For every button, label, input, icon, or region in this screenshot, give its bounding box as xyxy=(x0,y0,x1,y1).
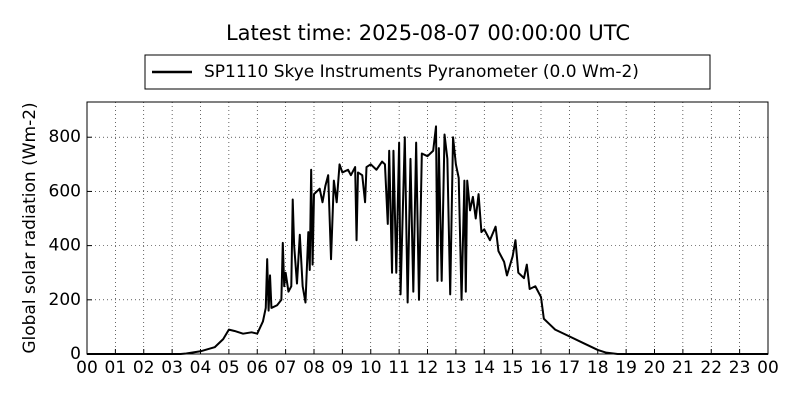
x-tick-label: 07 xyxy=(275,358,297,378)
data-line xyxy=(87,125,768,355)
x-tick-label: 12 xyxy=(417,358,439,378)
y-tick-label: 200 xyxy=(49,290,81,310)
legend-box xyxy=(144,54,711,90)
x-tick-label: 14 xyxy=(473,358,495,378)
plot-frame xyxy=(86,101,769,355)
x-tick-label: 06 xyxy=(246,358,268,378)
x-tick-label: 00 xyxy=(76,358,98,378)
x-tick-label: 17 xyxy=(559,358,581,378)
x-tick-label: 08 xyxy=(303,358,325,378)
chart-title: Latest time: 2025-08-07 00:00:00 UTC xyxy=(226,21,630,45)
x-tick-label: 02 xyxy=(133,358,155,378)
x-tick-label: 15 xyxy=(502,358,524,378)
x-tick-label: 09 xyxy=(332,358,354,378)
x-tick-label: 20 xyxy=(644,358,666,378)
x-tick-label: 13 xyxy=(445,358,467,378)
y-tick-label: 0 xyxy=(70,344,81,364)
x-tick-label: 11 xyxy=(388,358,410,378)
x-tick-label: 04 xyxy=(190,358,212,378)
x-tick-label: 23 xyxy=(729,358,751,378)
x-tick-label: 21 xyxy=(672,358,694,378)
x-tick-label: 10 xyxy=(360,358,382,378)
x-tick-label: 16 xyxy=(530,358,552,378)
y-tick-label: 400 xyxy=(49,236,81,256)
x-tick-label: 18 xyxy=(587,358,609,378)
y-tick-label: 800 xyxy=(49,127,81,147)
x-tick-label: 22 xyxy=(700,358,722,378)
y-tick-label: 600 xyxy=(49,181,81,201)
y-axis-label: Global solar radiation (Wm-2) xyxy=(20,102,40,353)
x-tick-label: 05 xyxy=(218,358,240,378)
legend-label: SP1110 Skye Instruments Pyranometer (0.0… xyxy=(204,62,639,82)
x-tick-label: 19 xyxy=(615,358,637,378)
x-tick-label: 00 xyxy=(757,358,779,378)
x-tick-label: 01 xyxy=(105,358,127,378)
x-tick-label: 03 xyxy=(161,358,183,378)
